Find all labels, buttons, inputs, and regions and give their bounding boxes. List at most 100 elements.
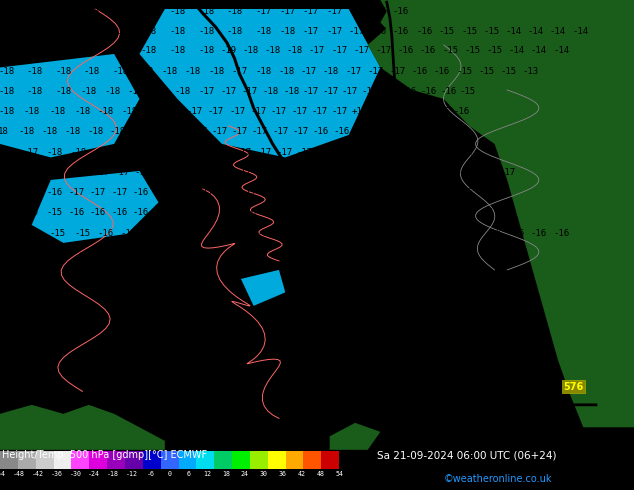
Text: -16: -16 (257, 229, 273, 239)
Text: -17: -17 (89, 188, 106, 197)
Text: -15: -15 (483, 27, 500, 36)
Text: -18: -18 (242, 47, 259, 55)
Text: -16: -16 (22, 188, 39, 197)
Text: -18: -18 (262, 87, 278, 96)
Polygon shape (241, 270, 285, 306)
Text: -17: -17 (389, 67, 406, 75)
Text: 0: 0 (167, 471, 172, 477)
Text: -17: -17 (220, 87, 236, 96)
Text: -16: -16 (305, 208, 321, 217)
Text: -18: -18 (27, 87, 43, 96)
Text: -15: -15 (176, 252, 192, 261)
Text: -15: -15 (460, 87, 476, 96)
Text: -54: -54 (0, 471, 6, 477)
Text: +17: +17 (352, 107, 368, 116)
Bar (53, 451, 72, 469)
Text: -16: -16 (46, 188, 63, 197)
Text: -16: -16 (370, 188, 386, 197)
Text: -17: -17 (164, 107, 181, 116)
Text: -16: -16 (398, 147, 414, 156)
Bar (107, 451, 125, 469)
Text: -16: -16 (398, 47, 414, 55)
Text: -16: -16 (479, 168, 495, 177)
Text: -18: -18 (104, 87, 120, 96)
Text: -16: -16 (373, 127, 390, 136)
Text: -17: -17 (296, 168, 313, 177)
Text: -17: -17 (256, 168, 272, 177)
Text: -18: -18 (27, 47, 43, 55)
Text: -18: -18 (278, 67, 295, 75)
Text: -15: -15 (49, 229, 65, 239)
Text: -17: -17 (326, 27, 342, 36)
Text: -17: -17 (309, 47, 325, 55)
Text: -15: -15 (464, 47, 481, 55)
Text: 42: 42 (297, 471, 306, 477)
Text: -17: -17 (68, 188, 84, 197)
Text: -17: -17 (311, 107, 328, 116)
Text: -16: -16 (413, 107, 429, 116)
Text: -16: -16 (348, 7, 365, 16)
Text: -17: -17 (231, 67, 248, 75)
Text: -16: -16 (219, 208, 235, 217)
Text: -16: -16 (176, 188, 192, 197)
Text: -17: -17 (256, 147, 272, 156)
Text: -17: -17 (291, 107, 307, 116)
Text: -18: -18 (169, 47, 186, 55)
Text: -18: -18 (41, 127, 58, 136)
Text: -17: -17 (174, 168, 191, 177)
Bar (250, 451, 268, 469)
Text: -18: -18 (93, 147, 110, 156)
Bar (232, 451, 250, 469)
Text: -16: -16 (377, 168, 394, 177)
Text: 30: 30 (260, 471, 268, 477)
Text: -18: -18 (0, 107, 15, 116)
Text: -18: -18 (255, 67, 271, 75)
Text: -15: -15 (353, 252, 370, 261)
Text: -16: -16 (120, 229, 136, 239)
Text: -16: -16 (456, 188, 472, 197)
Text: -16: -16 (0, 188, 15, 197)
Text: -17: -17 (113, 147, 130, 156)
Text: -36: -36 (51, 471, 63, 477)
Text: -16: -16 (458, 168, 475, 177)
Text: -15: -15 (378, 252, 395, 261)
Text: -14: -14 (531, 47, 547, 55)
Text: -18: -18 (169, 7, 186, 16)
Bar (286, 451, 304, 469)
Text: 576: 576 (564, 382, 584, 392)
Text: -18: -18 (287, 47, 303, 55)
Text: -16: -16 (392, 107, 409, 116)
Text: -18: -18 (0, 87, 15, 96)
Text: -18: -18 (208, 67, 224, 75)
Text: -17: -17 (198, 87, 214, 96)
Text: -17: -17 (361, 87, 378, 96)
Text: -17: -17 (134, 168, 150, 177)
Text: -18: -18 (55, 87, 72, 96)
Bar (18, 451, 36, 469)
Polygon shape (139, 9, 380, 157)
Text: -16: -16 (357, 147, 373, 156)
Text: -16: -16 (371, 229, 387, 239)
Text: -18: -18 (55, 7, 72, 16)
Text: -17: -17 (191, 127, 207, 136)
Text: -16: -16 (485, 229, 501, 239)
Text: -16: -16 (398, 168, 414, 177)
Text: -17: -17 (458, 147, 475, 156)
Text: -18: -18 (0, 27, 15, 36)
Text: -16: -16 (154, 188, 171, 197)
Text: -17: -17 (345, 67, 361, 75)
Text: -17: -17 (276, 168, 292, 177)
Text: -16: -16 (337, 147, 353, 156)
Text: -17: -17 (276, 147, 292, 156)
Text: -18: -18 (226, 27, 243, 36)
Text: -16: -16 (418, 147, 434, 156)
Text: -18: -18 (112, 7, 129, 16)
Text: -15: -15 (302, 252, 319, 261)
Text: -17: -17 (70, 168, 87, 177)
Text: -15: -15 (439, 27, 455, 36)
Text: -17: -17 (151, 87, 167, 96)
Text: -17: -17 (197, 188, 214, 197)
Text: -17: -17 (272, 127, 288, 136)
Text: -18: -18 (84, 7, 100, 16)
Text: -16: -16 (394, 127, 410, 136)
